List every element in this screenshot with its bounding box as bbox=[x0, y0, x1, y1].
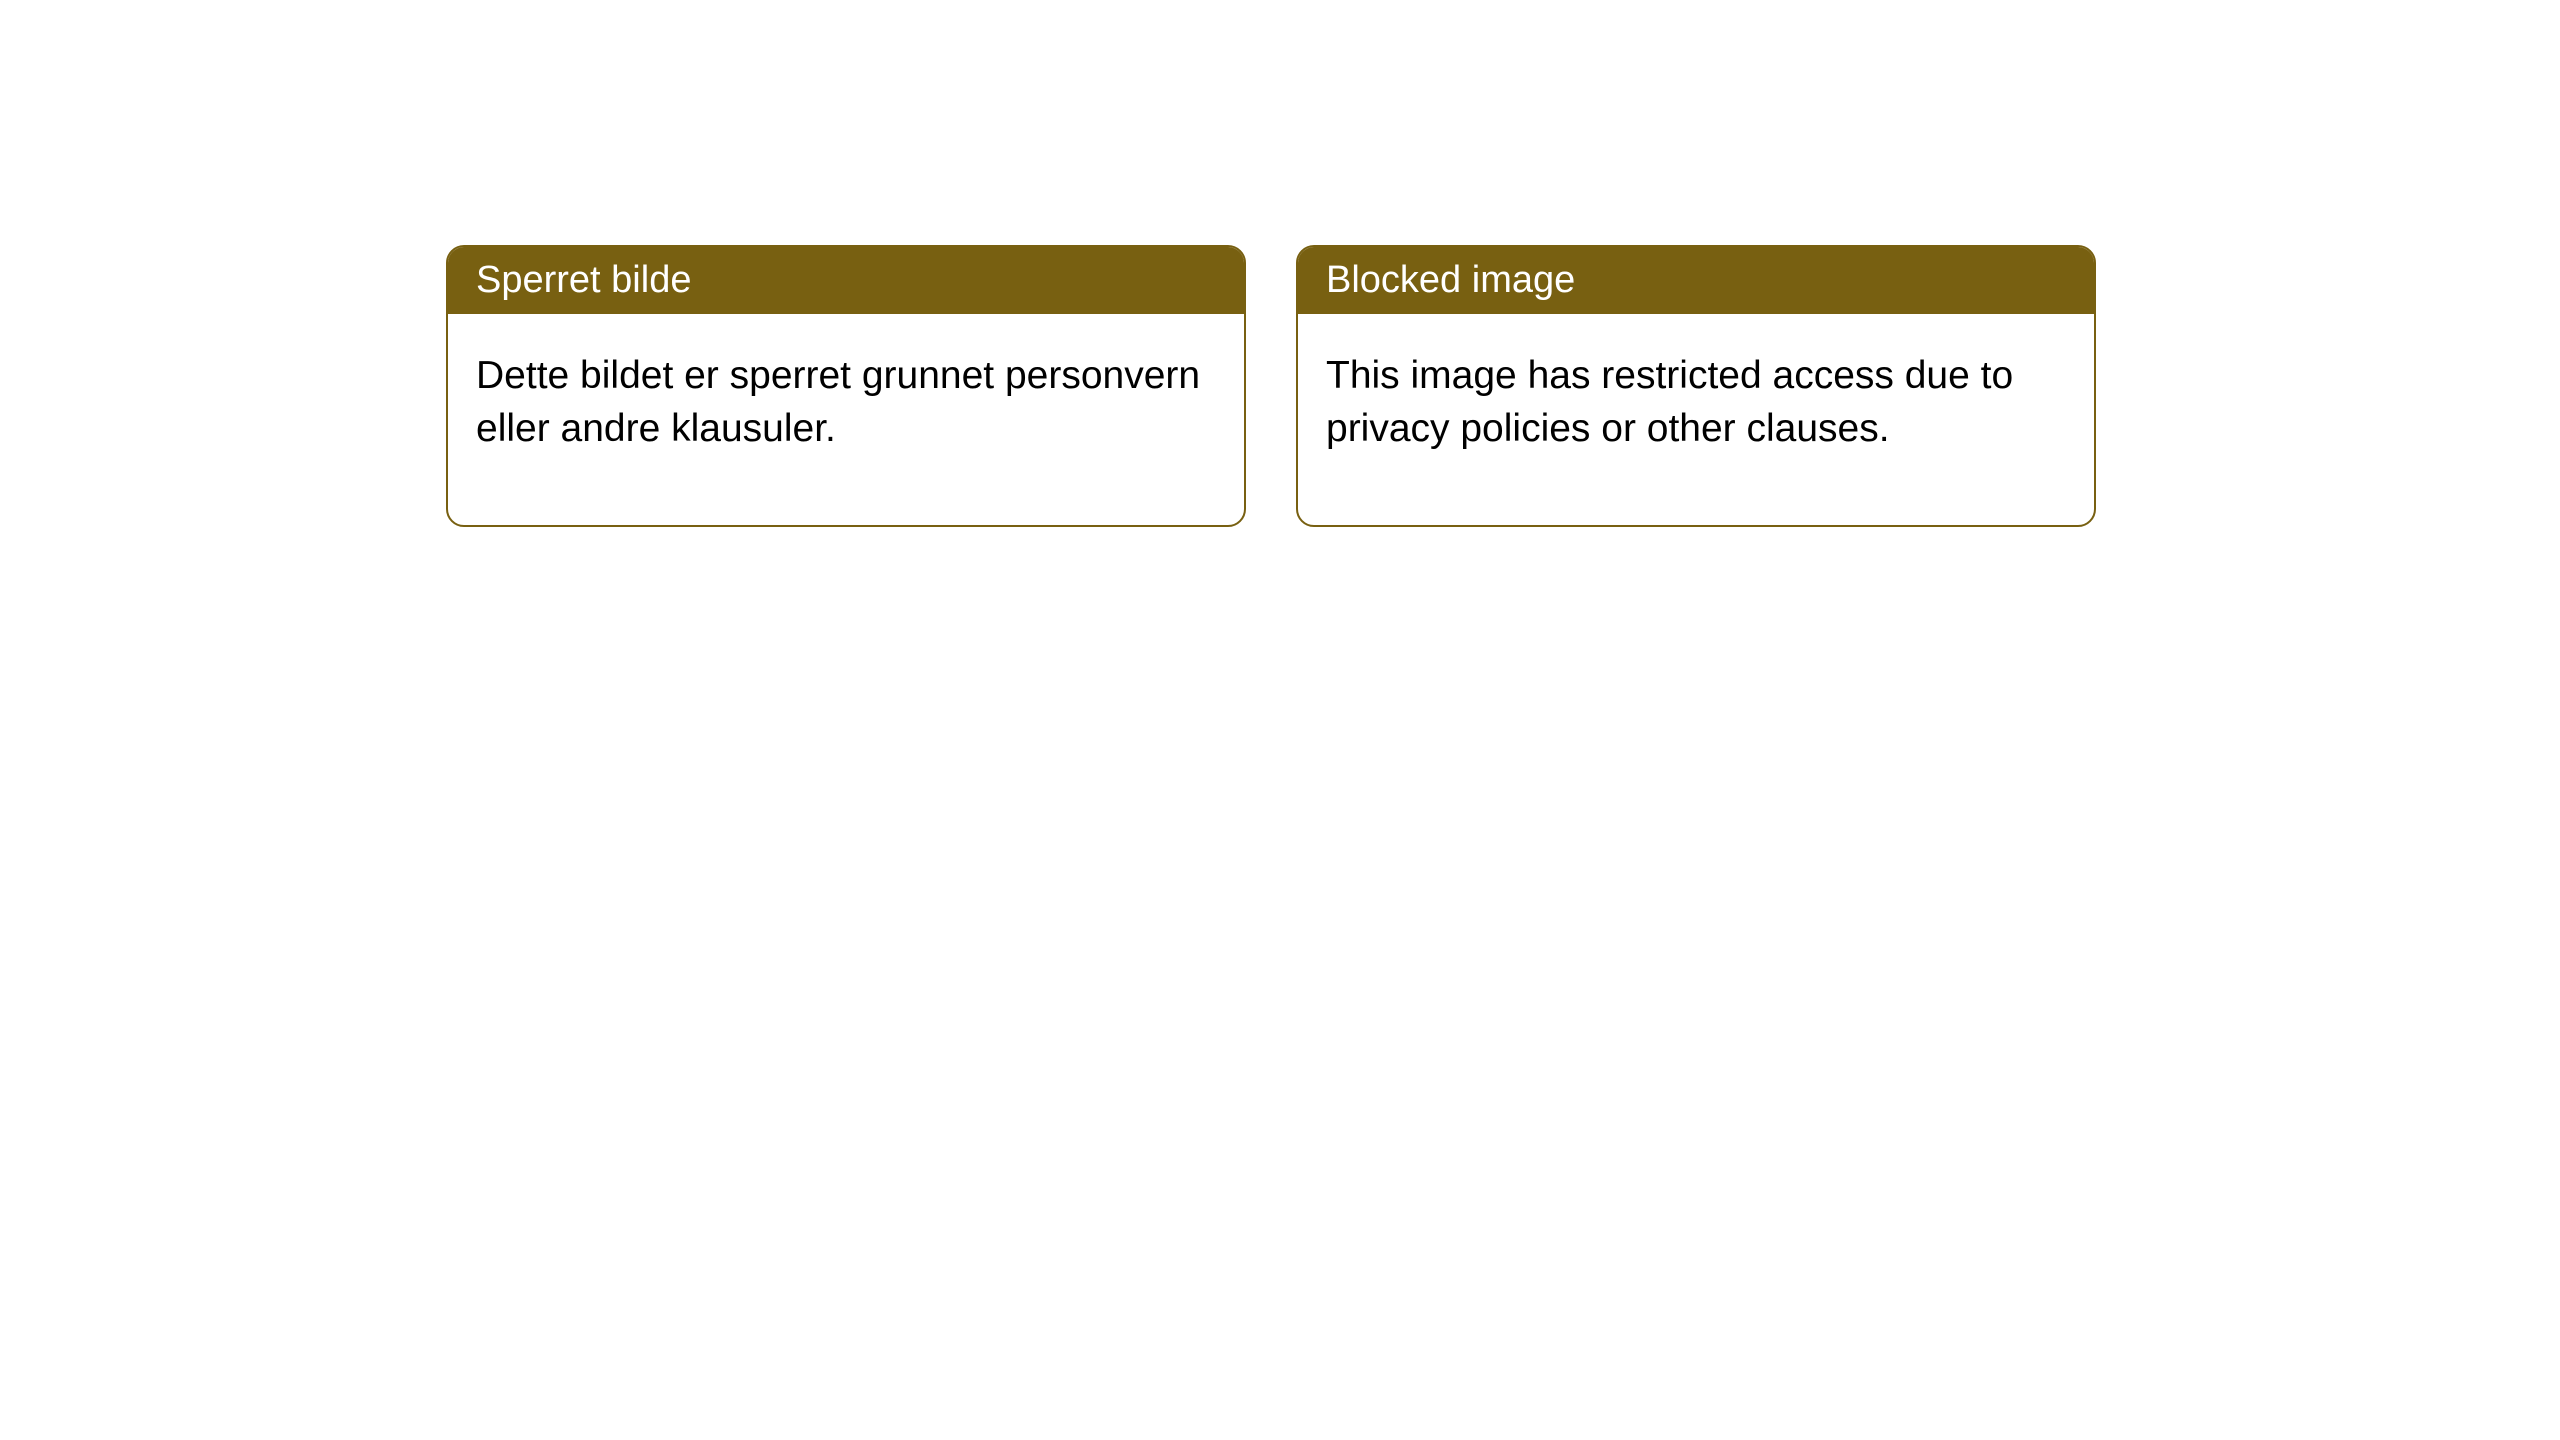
notice-card-norwegian: Sperret bilde Dette bildet er sperret gr… bbox=[446, 245, 1246, 527]
notice-title: Blocked image bbox=[1326, 259, 1575, 301]
notice-card-english: Blocked image This image has restricted … bbox=[1296, 245, 2096, 527]
notice-message: This image has restricted access due to … bbox=[1326, 354, 2013, 450]
notice-header: Blocked image bbox=[1298, 247, 2094, 314]
notice-title: Sperret bilde bbox=[476, 259, 691, 301]
notice-body: This image has restricted access due to … bbox=[1298, 314, 2094, 525]
notice-message: Dette bildet er sperret grunnet personve… bbox=[476, 354, 1200, 450]
notice-body: Dette bildet er sperret grunnet personve… bbox=[448, 314, 1244, 525]
notice-container: Sperret bilde Dette bildet er sperret gr… bbox=[0, 0, 2560, 527]
notice-header: Sperret bilde bbox=[448, 247, 1244, 314]
